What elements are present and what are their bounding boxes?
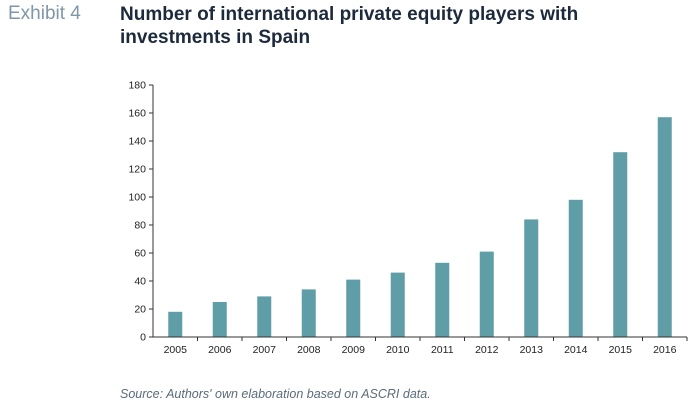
- x-tick-label: 2009: [342, 344, 366, 356]
- bar-2016: [657, 117, 672, 337]
- bar-2010: [390, 272, 405, 337]
- x-tick-label: 2016: [653, 344, 677, 356]
- y-tick-label: 100: [128, 192, 146, 204]
- y-tick-label: 60: [134, 248, 146, 260]
- y-axis-ticks: 0 20 40 60 80 100 120 140 160 180: [128, 80, 153, 344]
- x-axis-ticks: 2005 2006 2007 2008 2009 2010 2011 2012 2013 2014…: [164, 337, 688, 356]
- bar-2011: [435, 262, 450, 337]
- y-tick-label: 0: [140, 332, 146, 344]
- x-tick-label: 2013: [520, 344, 544, 356]
- x-tick-label: 2006: [208, 344, 232, 356]
- bar-2007: [257, 296, 272, 337]
- exhibit-label: Exhibit 4: [8, 3, 81, 24]
- x-tick-label: 2011: [431, 344, 454, 356]
- bars: [168, 117, 672, 337]
- chart-title: Number of international private equity p…: [120, 3, 680, 49]
- y-tick-label: 140: [128, 136, 146, 148]
- bar-2014: [568, 199, 583, 337]
- y-tick-label: 80: [134, 220, 146, 232]
- chart-title-line-2: investments in Spain: [120, 27, 311, 48]
- y-tick-label: 180: [128, 80, 146, 92]
- y-tick-label: 40: [134, 276, 146, 288]
- x-tick-label: 2015: [609, 344, 633, 356]
- x-tick-label: 2012: [475, 344, 499, 356]
- bar-2005: [168, 311, 183, 337]
- x-tick-label: 2010: [386, 344, 410, 356]
- x-tick-label: 2007: [253, 344, 277, 356]
- y-tick-label: 20: [134, 304, 146, 316]
- x-tick-label: 2008: [297, 344, 321, 356]
- x-tick-label: 2014: [564, 344, 588, 356]
- chart-title-line-1: Number of international private equity p…: [120, 4, 579, 25]
- y-tick-label: 160: [128, 108, 146, 120]
- bar-2008: [301, 289, 316, 337]
- bar-2006: [212, 302, 227, 337]
- bar-2015: [613, 152, 628, 337]
- x-tick-label: 2005: [164, 344, 188, 356]
- bar-2012: [479, 251, 494, 337]
- bar-2013: [524, 219, 539, 337]
- y-tick-label: 120: [128, 164, 146, 176]
- bar-2009: [346, 279, 361, 337]
- source-note: Source: Authors' own elaboration based o…: [120, 387, 431, 401]
